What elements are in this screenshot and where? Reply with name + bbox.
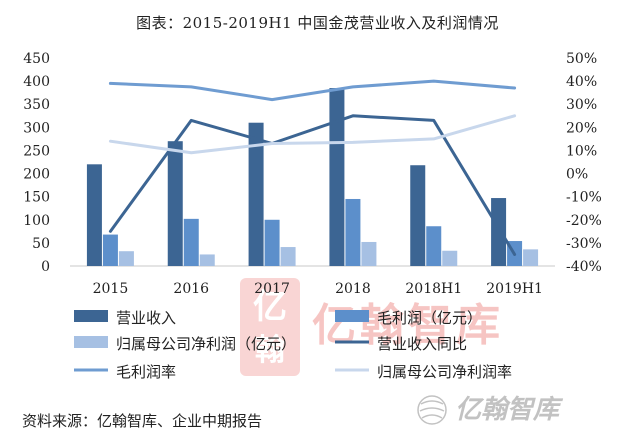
legend-label: 归属母公司净利润（亿元）	[116, 335, 296, 353]
right-axis-tick-label: 40%	[566, 74, 597, 90]
x-axis-tick-label: 2019H1	[486, 281, 543, 297]
legend-item: 归属母公司净利润（亿元）	[74, 335, 296, 353]
right-axis-tick-label: 50%	[566, 51, 597, 67]
svg-text:亿: 亿	[253, 287, 287, 327]
left-axis-tick-label: 250	[23, 143, 50, 159]
bar-2	[345, 198, 361, 266]
right-axis-tick-label: 10%	[566, 143, 597, 159]
bars	[86, 88, 539, 267]
x-axis-tick-label: 2018	[335, 281, 371, 297]
legend-label: 毛利润（亿元）	[377, 309, 482, 327]
legend-item: 毛利润率	[74, 363, 176, 381]
left-axis-tick-label: 100	[23, 213, 50, 229]
line-series-3	[108, 114, 517, 155]
line-series-1	[108, 114, 517, 256]
legend-label: 营业收入同比	[377, 335, 467, 353]
left-axis-tick-label: 350	[23, 97, 50, 113]
right-axis-tick-label: -10%	[566, 190, 602, 206]
bar-1	[167, 141, 183, 266]
chart-title: 图表：2015-2019H1 中国金茂营业收入及利润情况	[136, 14, 499, 32]
left-axis-tick-label: 450	[23, 51, 50, 67]
x-axis-tick-label: 2018H1	[405, 281, 462, 297]
line-series-2	[108, 79, 517, 102]
bar-1	[248, 122, 264, 266]
source-note: 资料来源：亿翰智库、企业中期报告	[22, 412, 263, 430]
svg-text:翰: 翰	[255, 333, 285, 368]
legend-item: 毛利润（亿元）	[335, 309, 482, 327]
bar-1	[329, 88, 345, 267]
right-axis-tick-label: -40%	[566, 259, 602, 275]
left-axis-tick-label: 400	[23, 74, 50, 90]
bar-2	[183, 218, 199, 266]
bar-3	[199, 254, 215, 266]
right-axis-tick-label: -20%	[566, 213, 602, 229]
legend-label: 营业收入	[116, 309, 176, 327]
bar-3	[361, 241, 377, 266]
legend-swatch	[335, 310, 369, 322]
left-axis-tick-label: 50	[32, 236, 50, 252]
legend-item: 营业收入同比	[335, 335, 467, 353]
right-axis-tick-label: 20%	[566, 120, 597, 136]
bar-1	[491, 198, 507, 266]
left-axis-tick-label: 300	[23, 120, 50, 136]
corner-logo: 亿翰智库	[417, 395, 564, 425]
bar-2	[102, 234, 118, 266]
x-axis-tick-label: 2016	[173, 281, 209, 297]
right-axis-tick-label: 0%	[566, 167, 588, 183]
right-axis-tick-label: -30%	[566, 236, 602, 252]
legend-swatch	[74, 336, 108, 348]
bar-3	[118, 251, 134, 266]
left-axis-tick-label: 200	[23, 167, 50, 183]
lines	[108, 79, 517, 256]
corner-logo-text: 亿翰智库	[455, 395, 564, 425]
x-axis-tick-label: 2015	[93, 281, 129, 297]
legend-item: 营业收入	[74, 309, 176, 327]
bar-3	[280, 247, 296, 266]
bar-3	[442, 250, 458, 266]
legend-label: 毛利润率	[116, 363, 176, 381]
legend-swatch	[74, 310, 108, 322]
bar-3	[523, 249, 539, 266]
bar-2	[426, 226, 442, 266]
bar-2	[264, 219, 280, 266]
left-axis-tick-label: 150	[23, 190, 50, 206]
bar-1	[86, 164, 102, 266]
legend-label: 归属母公司净利润率	[377, 363, 512, 381]
legend-item: 归属母公司净利润率	[335, 363, 512, 381]
right-axis-tick-label: 30%	[566, 97, 597, 113]
x-axis-tick-label: 2017	[254, 281, 290, 297]
left-axis-tick-label: 0	[41, 259, 50, 275]
bar-1	[410, 165, 426, 266]
axes: 0 50 100 150 200 250 300 350 400 450 -40% -30% -20% -…	[23, 51, 602, 297]
